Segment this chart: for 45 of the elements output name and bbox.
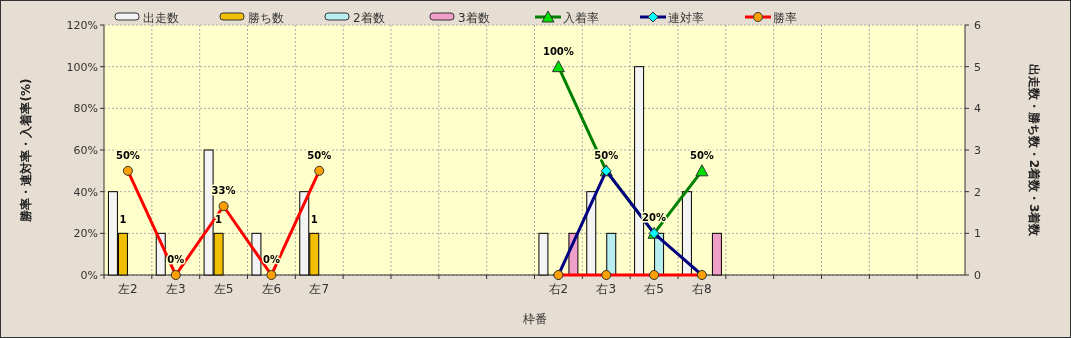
y-tick-label: 40% (73, 185, 98, 199)
bar (538, 232, 549, 276)
y2-tick-label: 2 (974, 185, 981, 199)
x-tick-label: 左2 (118, 282, 138, 296)
y-tick-label: 20% (73, 227, 98, 241)
bar (606, 232, 617, 276)
data-label: 50% (307, 149, 332, 161)
y2-tick-label: 0 (974, 269, 981, 282)
legend-label: 入着率 (563, 11, 599, 25)
legend-label: 連対率 (668, 11, 704, 25)
data-label: 50% (689, 149, 714, 161)
data-label: 1 (310, 214, 318, 226)
data-label: 1 (215, 214, 223, 226)
x-tick-label: 左6 (261, 282, 282, 296)
bar (586, 191, 597, 276)
x-tick-label: 右8 (692, 282, 712, 296)
y-tick-label: 0% (80, 269, 98, 282)
x-tick-label: 右5 (644, 282, 664, 296)
y2-tick-label: 1 (974, 227, 981, 241)
x-axis-title: 枠番 (521, 312, 547, 326)
data-label: 100% (542, 45, 574, 57)
y-tick-label: 120% (66, 19, 98, 32)
bar (711, 232, 722, 276)
bar (681, 191, 692, 276)
legend-label: 3着数 (458, 11, 490, 25)
x-tick-label: 左3 (165, 282, 186, 296)
legend-label: 勝率 (773, 11, 797, 25)
y2-tick-label: 6 (974, 19, 981, 32)
y2-tick-label: 3 (974, 144, 981, 157)
data-label: 1 (119, 214, 127, 226)
x-tick-label: 右2 (548, 282, 569, 296)
legend-label: 2着数 (353, 11, 385, 25)
legend-label: 出走数 (143, 11, 179, 25)
legend-label: 勝ち数 (248, 11, 284, 25)
x-tick-label: 左7 (309, 282, 330, 296)
y-tick-label: 60% (73, 144, 98, 157)
x-tick-label: 右3 (596, 282, 617, 296)
y2-tick-label: 4 (974, 102, 981, 116)
x-tick-label: 左5 (213, 282, 234, 296)
y2-tick-label: 5 (974, 60, 981, 74)
y-tick-label: 100% (66, 60, 98, 74)
y-tick-label: 80% (73, 102, 98, 116)
y-axis-title: 勝率・連対率・入着率(%) (19, 78, 33, 223)
data-label: 50% (115, 149, 140, 161)
y2-axis-title: 出走数・勝ち数・2着数・3着数 (1027, 63, 1041, 238)
